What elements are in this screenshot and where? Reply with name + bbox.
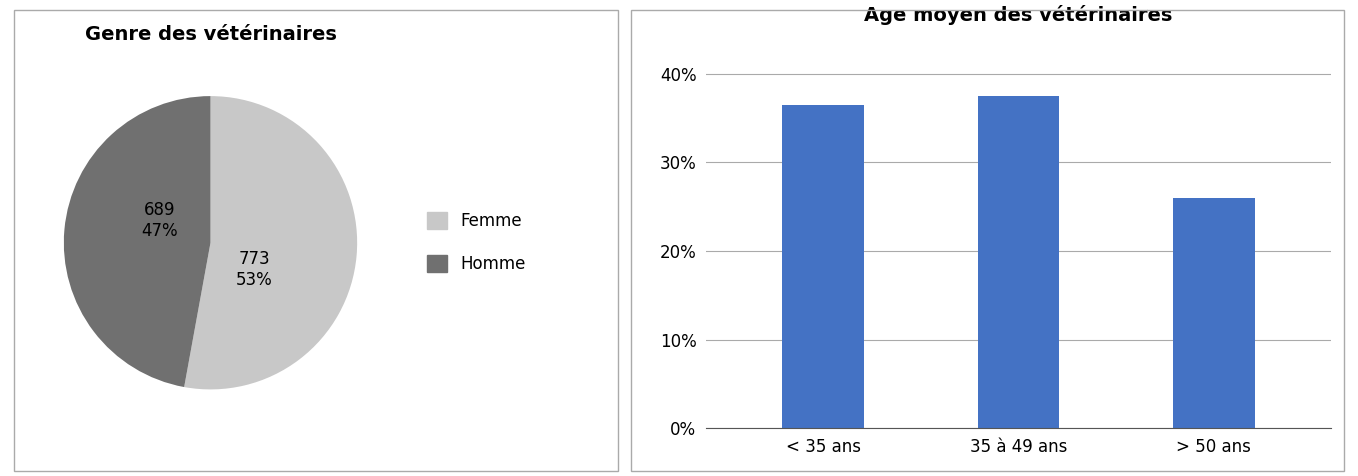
Text: 689
47%: 689 47% bbox=[141, 201, 178, 240]
Title: Genre des vétérinaires: Genre des vétérinaires bbox=[84, 25, 337, 44]
Title: Age moyen des vétérinaires: Age moyen des vétérinaires bbox=[864, 5, 1173, 25]
Wedge shape bbox=[185, 96, 357, 389]
Text: 773
53%: 773 53% bbox=[236, 250, 273, 288]
Legend: Femme, Homme: Femme, Homme bbox=[421, 206, 532, 280]
Bar bbox=[782, 105, 864, 428]
Bar bbox=[978, 96, 1059, 428]
Bar bbox=[1173, 198, 1255, 428]
Wedge shape bbox=[64, 96, 210, 387]
